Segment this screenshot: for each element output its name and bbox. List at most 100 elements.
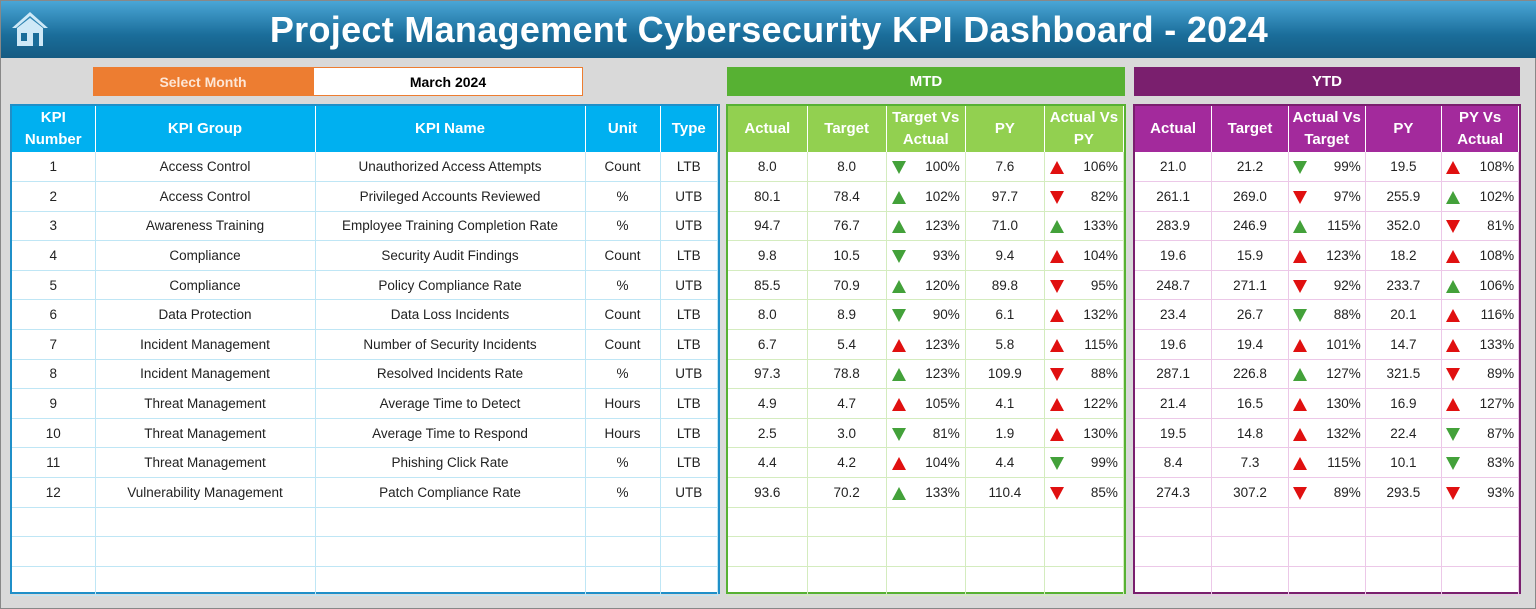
empty-cell — [585, 536, 661, 567]
month-selector[interactable]: March 2024 — [313, 67, 583, 96]
empty-row — [1135, 507, 1519, 538]
arrow-up-icon — [1292, 397, 1307, 411]
table-row: 85.5 70.9 120% 89.8 95% — [728, 270, 1125, 301]
cell: 89% — [1288, 477, 1366, 508]
empty-cell — [1044, 507, 1125, 538]
empty-cell — [1365, 507, 1443, 538]
kpi-group: Data Protection — [95, 299, 316, 331]
cell: 8.0 — [807, 152, 887, 183]
percent-value: 106% — [1083, 159, 1118, 175]
kpi-num: 8 — [12, 359, 96, 390]
cell: 115% — [1288, 447, 1366, 479]
kpi-name: Privileged Accounts Reviewed — [315, 181, 586, 212]
table-row: 94.7 76.7 123% 71.0 133% — [728, 211, 1125, 242]
percent-value: 92% — [1333, 277, 1361, 293]
cell: 80.1 — [728, 181, 808, 212]
cell: 110.4 — [965, 477, 1045, 508]
kpi-group: Compliance — [95, 270, 316, 301]
percent-value: 115% — [1327, 218, 1361, 234]
kpi-name: Security Audit Findings — [315, 240, 586, 271]
percent-value: 115% — [1084, 336, 1118, 352]
cell: 5.4 — [807, 329, 887, 360]
arrow-up-icon — [1446, 250, 1461, 264]
cell: 130% — [1288, 388, 1366, 419]
arrow-down-icon — [891, 427, 906, 441]
column-header: Unit — [585, 106, 661, 152]
empty-cell — [585, 507, 661, 538]
percent-value: 127% — [1479, 396, 1515, 412]
home-icon[interactable] — [9, 9, 51, 49]
empty-cell — [315, 566, 586, 597]
cell: 10.5 — [807, 240, 887, 271]
column-header: Actual — [728, 106, 808, 152]
column-header: KPI Number — [12, 106, 96, 152]
empty-cell — [886, 566, 966, 597]
percent-value: 120% — [925, 277, 960, 293]
empty-cell — [807, 507, 887, 538]
table-row: 1 Access Control Unauthorized Access Attem… — [12, 152, 718, 183]
cell: 269.0 — [1211, 181, 1289, 212]
cell: 106% — [1044, 152, 1125, 183]
cell: 20.1 — [1365, 299, 1443, 331]
kpi-type: LTB — [660, 152, 718, 183]
arrow-down-icon — [1049, 457, 1064, 471]
cell: 90% — [886, 299, 966, 331]
empty-row — [728, 566, 1125, 597]
cell: 123% — [1288, 240, 1366, 271]
empty-cell — [315, 536, 586, 567]
arrow-up-icon — [1292, 338, 1307, 352]
arrow-down-icon — [891, 250, 906, 264]
empty-cell — [95, 536, 316, 567]
kpi-type: UTB — [660, 359, 718, 390]
cell: 3.0 — [807, 418, 887, 449]
table-row: 4.9 4.7 105% 4.1 122% — [728, 388, 1125, 419]
cell: 7.3 — [1211, 447, 1289, 479]
arrow-down-icon — [1446, 368, 1461, 382]
percent-value: 97% — [1333, 188, 1361, 204]
percent-value: 89% — [1333, 484, 1361, 500]
kpi-name: Employee Training Completion Rate — [315, 211, 586, 242]
percent-value: 101% — [1326, 336, 1361, 352]
table-row: 5 Compliance Policy Compliance Rate% UTB — [12, 270, 718, 301]
percent-value: 115% — [1327, 455, 1361, 471]
empty-cell — [660, 507, 718, 538]
cell: 71.0 — [965, 211, 1045, 242]
percent-value: 88% — [1333, 307, 1361, 323]
cell: 7.6 — [965, 152, 1045, 183]
empty-cell — [886, 507, 966, 538]
kpi-name: Patch Compliance Rate — [315, 477, 586, 508]
cell: 255.9 — [1365, 181, 1443, 212]
percent-value: 127% — [1326, 366, 1361, 382]
cell: 97.3 — [728, 359, 808, 390]
cell: 89.8 — [965, 270, 1045, 301]
cell: 19.5 — [1365, 152, 1443, 183]
table-row: 261.1 269.0 97% 255.9 102% — [1135, 181, 1519, 212]
cell: 88% — [1044, 359, 1125, 390]
cell: 307.2 — [1211, 477, 1289, 508]
table-row: 3 Awareness Training Employee Training Com… — [12, 211, 718, 242]
kpi-group: Threat Management — [95, 388, 316, 419]
cell: 123% — [886, 211, 966, 242]
kpi-num: 3 — [12, 211, 96, 242]
empty-row — [728, 536, 1125, 567]
cell: 293.5 — [1365, 477, 1443, 508]
kpi-type: LTB — [660, 447, 718, 479]
cell: 115% — [1044, 329, 1125, 360]
table-row: 21.0 21.2 99% 19.5 108% — [1135, 152, 1519, 183]
arrow-up-icon — [1049, 220, 1064, 234]
cell: 115% — [1288, 211, 1366, 242]
kpi-type: UTB — [660, 270, 718, 301]
cell: 4.1 — [965, 388, 1045, 419]
cell: 132% — [1044, 299, 1125, 331]
arrow-down-icon — [1292, 279, 1307, 293]
table-row: 4.4 4.2 104% 4.4 99% — [728, 447, 1125, 479]
cell: 109.9 — [965, 359, 1045, 390]
cell: 127% — [1288, 359, 1366, 390]
arrow-down-icon — [1446, 457, 1461, 471]
kpi-info-table: KPI Number KPI Group KPI Name Unit Type 1 Acce… — [12, 106, 718, 597]
cell: 120% — [886, 270, 966, 301]
kpi-type: UTB — [660, 477, 718, 508]
empty-row — [12, 536, 718, 567]
cell: 92% — [1288, 270, 1366, 301]
percent-value: 130% — [1083, 425, 1118, 441]
